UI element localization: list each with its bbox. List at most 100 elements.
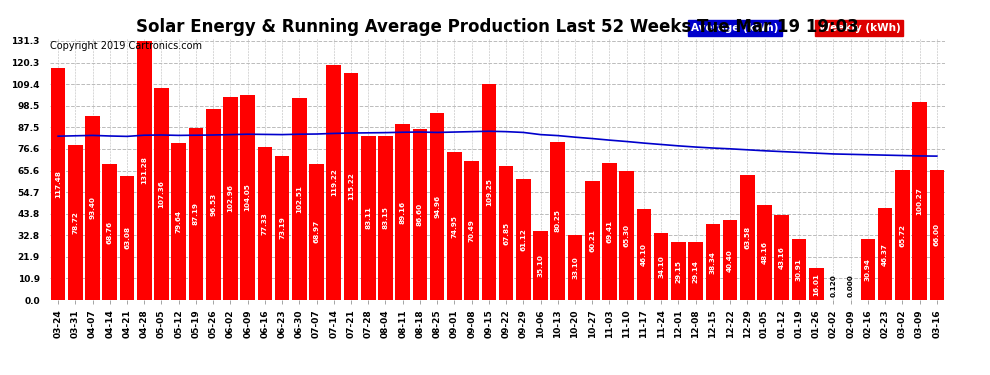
Text: 40.40: 40.40 (727, 249, 733, 272)
Text: 89.16: 89.16 (400, 201, 406, 223)
Text: Weekly (kWh): Weekly (kWh) (819, 23, 900, 33)
Bar (757, 205, 772, 300)
Text: 74.95: 74.95 (451, 214, 457, 237)
Bar (774, 215, 789, 300)
Text: 109.25: 109.25 (486, 178, 492, 206)
Bar (189, 128, 203, 300)
Bar (464, 161, 479, 300)
Text: 87.19: 87.19 (193, 202, 199, 225)
Text: 131.28: 131.28 (142, 156, 148, 184)
Text: 30.91: 30.91 (796, 258, 802, 281)
Text: 34.10: 34.10 (658, 255, 664, 278)
Text: 115.22: 115.22 (348, 172, 354, 200)
Bar (499, 166, 514, 300)
Bar (120, 176, 135, 300)
Text: 94.96: 94.96 (435, 195, 441, 218)
Text: Copyright 2019 Cartronics.com: Copyright 2019 Cartronics.com (50, 42, 202, 51)
Text: 65.72: 65.72 (899, 224, 906, 247)
Bar (516, 179, 531, 300)
Text: 43.16: 43.16 (779, 246, 785, 269)
Text: 102.51: 102.51 (296, 185, 302, 213)
Text: 46.10: 46.10 (641, 243, 646, 266)
Text: 67.85: 67.85 (503, 222, 509, 245)
Text: 46.37: 46.37 (882, 243, 888, 266)
Text: 83.15: 83.15 (382, 207, 388, 230)
Text: 93.40: 93.40 (89, 196, 96, 219)
Text: 102.96: 102.96 (228, 184, 234, 212)
Bar (653, 233, 668, 300)
Title: Solar Energy & Running Average Production Last 52 Weeks Tue Mar 19 19:03: Solar Energy & Running Average Productio… (136, 18, 859, 36)
Bar (481, 84, 496, 300)
Text: 48.16: 48.16 (761, 241, 767, 264)
Bar (257, 147, 272, 300)
Text: 61.12: 61.12 (521, 228, 527, 251)
Text: 119.22: 119.22 (331, 168, 337, 196)
Text: 77.33: 77.33 (262, 212, 268, 235)
Text: 29.15: 29.15 (675, 260, 681, 283)
Bar (241, 94, 255, 300)
Bar (567, 235, 582, 300)
Text: 33.10: 33.10 (572, 256, 578, 279)
Text: 78.72: 78.72 (72, 211, 78, 234)
Bar (912, 102, 927, 300)
Text: 86.60: 86.60 (417, 203, 423, 226)
Bar (809, 268, 824, 300)
Bar (309, 164, 324, 300)
Text: 96.53: 96.53 (210, 193, 216, 216)
Bar (344, 73, 358, 300)
Text: 73.19: 73.19 (279, 216, 285, 239)
Text: 16.01: 16.01 (813, 273, 820, 296)
Text: 79.64: 79.64 (175, 210, 182, 233)
Text: 66.00: 66.00 (934, 224, 940, 246)
Bar (602, 163, 617, 300)
Text: 100.27: 100.27 (917, 187, 923, 215)
Text: 69.41: 69.41 (607, 220, 613, 243)
Bar (292, 98, 307, 300)
Text: 65.30: 65.30 (624, 224, 630, 247)
Text: 63.58: 63.58 (744, 226, 750, 249)
Bar (688, 243, 703, 300)
Text: 117.48: 117.48 (55, 170, 61, 198)
Bar (706, 224, 720, 300)
Bar (671, 243, 686, 300)
Bar (637, 209, 651, 300)
Bar (878, 209, 892, 300)
Text: 70.49: 70.49 (468, 219, 474, 242)
Text: 35.10: 35.10 (538, 254, 544, 277)
Bar (327, 65, 342, 300)
Text: 0.120: 0.120 (831, 274, 837, 297)
Text: 80.25: 80.25 (554, 209, 560, 232)
Bar (223, 97, 238, 300)
Text: 60.21: 60.21 (589, 229, 595, 252)
Text: 30.94: 30.94 (865, 258, 871, 281)
Bar (378, 136, 393, 300)
Text: 68.97: 68.97 (314, 220, 320, 243)
Text: 0.000: 0.000 (847, 274, 853, 297)
Bar (550, 142, 565, 300)
Bar (447, 152, 461, 300)
Bar (413, 129, 428, 300)
Text: 63.08: 63.08 (124, 226, 130, 249)
Bar (860, 239, 875, 300)
Bar (206, 110, 221, 300)
Bar (534, 231, 547, 300)
Bar (171, 143, 186, 300)
Bar (275, 156, 289, 300)
Bar (68, 145, 83, 300)
Text: 107.36: 107.36 (158, 180, 164, 208)
Bar (137, 41, 151, 300)
Bar (930, 170, 944, 300)
Bar (895, 170, 910, 300)
Bar (395, 124, 410, 300)
Bar (50, 68, 65, 300)
Bar (154, 88, 169, 300)
Text: 68.76: 68.76 (107, 220, 113, 244)
Bar (740, 174, 754, 300)
Bar (792, 239, 806, 300)
Bar (620, 171, 634, 300)
Bar (723, 220, 738, 300)
Bar (361, 136, 375, 300)
Text: 29.14: 29.14 (693, 260, 699, 283)
Text: 38.34: 38.34 (710, 251, 716, 274)
Bar (585, 181, 600, 300)
